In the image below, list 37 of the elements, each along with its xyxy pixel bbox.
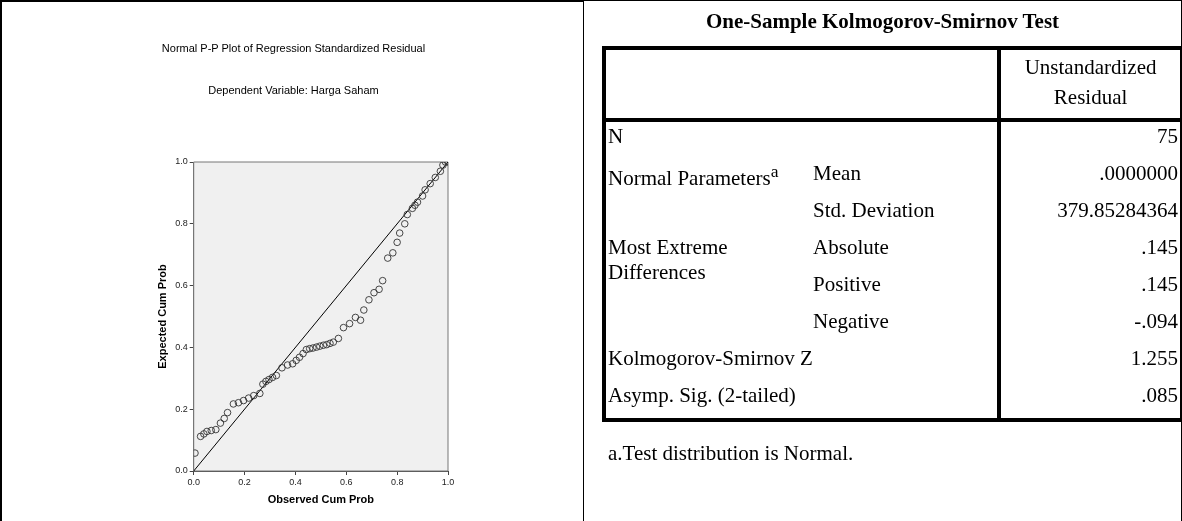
x-tick-label: 0.4 bbox=[289, 476, 302, 487]
text: Mean bbox=[812, 160, 862, 187]
x-tick-label: 0.6 bbox=[340, 476, 353, 487]
text: a.Test distribution is Normal. bbox=[608, 441, 854, 466]
chart-subtitle: Dependent Variable: Harga Saham bbox=[207, 84, 380, 96]
text: Kolmogorov-Smirnov Z bbox=[607, 345, 814, 372]
text: Negative bbox=[812, 308, 890, 335]
y-tick-label: 0.4 bbox=[175, 341, 188, 352]
text: Std. Deviation bbox=[812, 197, 936, 224]
y-tick-label: 1.0 bbox=[175, 156, 188, 167]
text: .145 bbox=[999, 233, 1182, 270]
chart-title: Normal P-P Plot of Regression Standardized Residual bbox=[160, 42, 427, 54]
text: Normal Parameters$^{a}$ bbox=[607, 160, 780, 192]
x-tick-label: 0.8 bbox=[390, 476, 404, 487]
text: One-Sample Kolmogorov-Smirnov Test bbox=[704, 8, 1061, 34]
x-tick-label: 0.2 bbox=[238, 476, 251, 487]
text: Absolute bbox=[812, 234, 890, 261]
y-tick-label: 0.6 bbox=[175, 280, 188, 291]
x-axis-title: Observed Cum Prob bbox=[267, 493, 375, 506]
text: Most Extreme Differences bbox=[607, 234, 729, 286]
y-tick-label: 0.0 bbox=[175, 465, 188, 476]
text: .0000000 bbox=[999, 159, 1182, 196]
y-tick-label: 0.8 bbox=[175, 218, 188, 229]
text: 379.85284364 bbox=[999, 196, 1182, 233]
text: 75 bbox=[999, 120, 1182, 159]
text: .145 bbox=[999, 270, 1182, 307]
y-axis-title: Expected Cum Prob bbox=[155, 263, 168, 369]
x-tick-label: 1.0 bbox=[441, 476, 455, 487]
x-tick-label: 0.0 bbox=[187, 476, 200, 487]
text: Positive bbox=[812, 271, 882, 298]
text: .085 bbox=[999, 381, 1182, 420]
text: 1.255 bbox=[999, 344, 1182, 381]
text: Unstandardized Residual bbox=[999, 48, 1182, 120]
y-tick-label: 0.2 bbox=[175, 403, 188, 414]
text: Asymp. Sig. (2-tailed) bbox=[607, 382, 797, 409]
text: N bbox=[607, 123, 625, 150]
text: -.094 bbox=[999, 307, 1182, 344]
